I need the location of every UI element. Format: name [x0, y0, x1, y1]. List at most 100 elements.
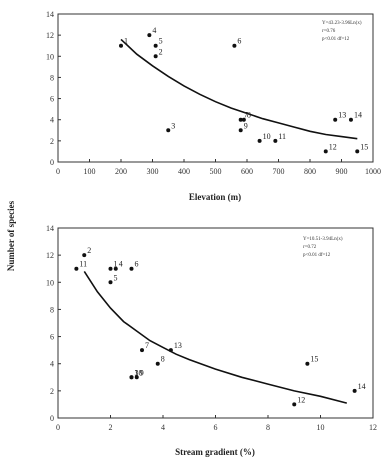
y-tick-label: 14	[46, 10, 54, 19]
x-tick-label: 800	[304, 167, 316, 176]
x-tick-labels: 0 100 200 300 400 500 600 700 800 900 1000	[56, 159, 381, 176]
x-tick-label: 4	[161, 423, 165, 432]
fit-curve	[83, 270, 348, 404]
y-tick-label: 0	[50, 158, 54, 167]
y-tick-label: 12	[46, 31, 54, 40]
data-point	[153, 43, 158, 48]
x-tick-labels: 0 2 4 6 8 10 12	[56, 415, 377, 432]
point-label: 5	[114, 273, 118, 282]
data-point	[168, 348, 173, 353]
annotation-p: p<0.01 df=12	[322, 37, 350, 42]
x-tick-label: 0	[56, 167, 60, 176]
point-label: 10	[263, 132, 271, 141]
x-tick-label: 0	[56, 423, 60, 432]
point-label: 3	[171, 121, 175, 130]
data-point	[273, 138, 278, 143]
x-tick-label: 10	[317, 423, 325, 432]
data-point	[155, 361, 160, 366]
point-label: 4	[152, 26, 156, 35]
y-tick-label: 10	[46, 278, 54, 287]
point-label: 12	[297, 395, 305, 404]
annotation-equation: Y=10.51-3.94Ln(x)	[303, 237, 343, 242]
point-label: 7	[244, 111, 248, 120]
annotation-r: r=0.72	[303, 245, 317, 250]
x-tick-label: 300	[147, 167, 159, 176]
y-tick-label: 6	[50, 95, 54, 104]
point-label: 13	[174, 341, 182, 350]
point-label: 4	[119, 260, 123, 269]
point-label: 1	[124, 37, 128, 46]
point-label: 14	[358, 382, 366, 391]
fit-curve	[120, 38, 358, 140]
data-point	[166, 128, 171, 133]
y-tick-label: 4	[50, 360, 54, 369]
point-label: 14	[354, 111, 362, 120]
x-tick-label: 900	[336, 167, 348, 176]
point-label: 6	[135, 260, 139, 269]
y-tick-label: 6	[50, 333, 54, 342]
point-label: 8	[247, 111, 251, 120]
y-tick-label: 4	[50, 116, 54, 125]
x-tick-label: 8	[266, 423, 270, 432]
point-label: 2	[87, 246, 91, 255]
y-tick-label: 2	[50, 387, 54, 396]
point-label: 5	[159, 37, 163, 46]
point-label: 10	[135, 368, 143, 377]
y-tick-label: 8	[50, 73, 54, 82]
data-point	[305, 361, 310, 366]
data-point	[134, 375, 139, 380]
x-tick-label: 1000	[365, 167, 381, 176]
data-point	[129, 375, 134, 380]
x-tick-label: 400	[178, 167, 190, 176]
point-label: 2	[159, 47, 163, 56]
data-point	[108, 266, 113, 271]
shared-y-axis-label: Number of species	[6, 200, 16, 271]
data-point	[147, 33, 152, 38]
point-label: 7	[145, 341, 149, 350]
point-label: 15	[360, 142, 368, 151]
x-tick-label: 12	[369, 423, 377, 432]
point-label: 6	[237, 37, 241, 46]
fit-curve-group	[83, 270, 348, 404]
y-tick-label: 8	[50, 305, 54, 314]
data-point	[232, 43, 237, 48]
point-label: 11	[278, 132, 286, 141]
point-label: 9	[140, 368, 144, 377]
point-label: 12	[329, 142, 337, 151]
y-tick-labels: 0 2 4 6 8 10 12 14	[46, 224, 61, 423]
y-tick-label: 14	[46, 224, 54, 233]
fit-curve-group	[120, 38, 358, 140]
annotation-equation: Y=43.23-3.96Ln(x)	[322, 21, 362, 26]
point-label: 9	[244, 121, 248, 130]
annotation-p: p<0.01 df=12	[303, 253, 331, 258]
data-point	[129, 266, 134, 271]
data-point	[348, 117, 353, 122]
point-label: 15	[310, 355, 318, 364]
regression-annotation: Y=43.23-3.96Ln(x) r=0.76 p<0.01 df=12	[322, 21, 362, 42]
x-tick-label: 700	[273, 167, 285, 176]
data-point	[153, 54, 158, 59]
x-tick-label: 6	[214, 423, 218, 432]
x-axis-label: Elevation (m)	[189, 192, 241, 202]
data-point	[241, 117, 246, 122]
data-point	[352, 388, 357, 393]
y-tick-label: 2	[50, 137, 54, 146]
data-point	[113, 266, 118, 271]
point-label: 11	[79, 260, 87, 269]
data-point	[238, 117, 243, 122]
data-point	[108, 280, 113, 285]
data-point	[333, 117, 338, 122]
x-tick-label: 100	[84, 167, 96, 176]
data-point	[292, 402, 297, 407]
y-tick-labels: 0 2 4 6 8 10 12 14	[46, 10, 61, 167]
x-tick-label: 500	[210, 167, 222, 176]
x-tick-label: 600	[241, 167, 253, 176]
x-tick-label: 2	[109, 423, 113, 432]
data-point	[82, 253, 87, 258]
point-label: 13	[338, 111, 346, 120]
regression-annotation: Y=10.51-3.94Ln(x) r=0.72 p<0.01 df=12	[303, 237, 343, 258]
